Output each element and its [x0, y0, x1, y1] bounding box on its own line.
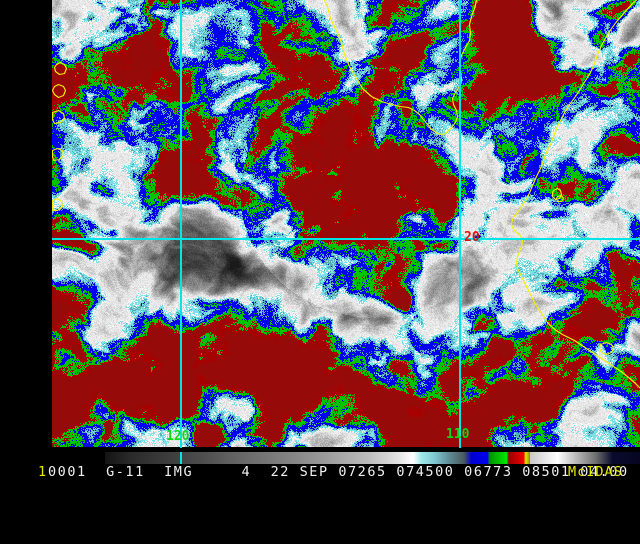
- ir-satellite-image[interactable]: [0, 0, 640, 448]
- latitude-label-20n: 20: [464, 230, 480, 245]
- mcidas-image-window: 20 120 110 1 0001 G-11 IMG 4 22 SEP 0726…: [0, 0, 640, 480]
- color-bar-gradient: [105, 452, 640, 464]
- grid-line-parallel-20n: [52, 238, 640, 240]
- grid-line-meridian-110w: [459, 0, 461, 448]
- frame-number-label: 1: [38, 464, 48, 480]
- mcidas-brand-label: McIDAS: [568, 464, 623, 480]
- image-info-label: 0001 G-11 IMG 4 22 SEP 07265 074500 0677…: [48, 464, 629, 480]
- enhancement-color-bar[interactable]: [105, 452, 640, 464]
- longitude-label-110w: 110: [446, 427, 470, 442]
- longitude-label-120w: 120: [166, 429, 190, 444]
- color-bar-cursor-tick: [180, 452, 182, 464]
- grid-line-meridian-120w: [180, 0, 182, 448]
- satellite-image-viewport[interactable]: 20 120 110: [0, 0, 640, 448]
- status-bar: 1 0001 G-11 IMG 4 22 SEP 07265 074500 06…: [0, 464, 640, 480]
